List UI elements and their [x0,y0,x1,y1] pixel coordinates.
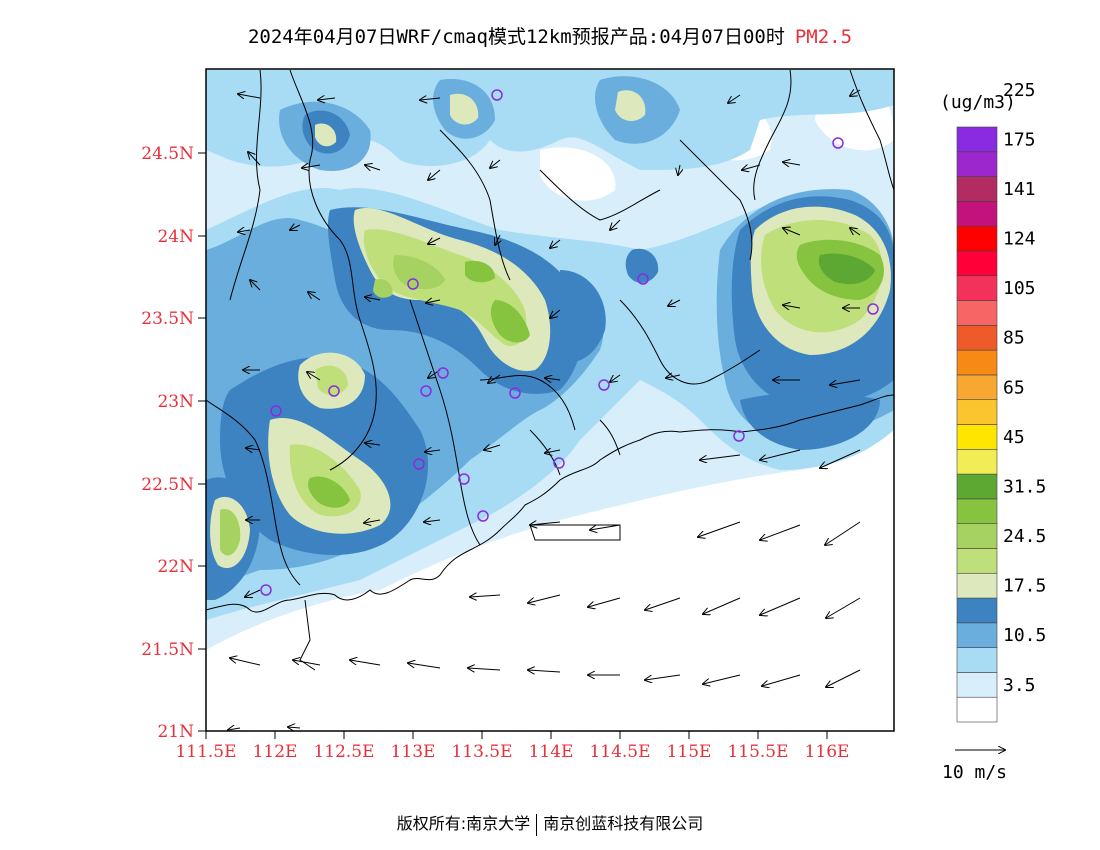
legend-color-box [956,548,998,574]
legend-color-box [956,399,998,425]
legend-color-box [956,696,998,723]
lon-label: 112.5E [313,742,374,762]
copyright-company: 南京创蓝科技有限公司 [543,814,704,833]
lat-label: 21N [157,722,194,742]
lat-label: 23.5N [141,309,194,329]
lon-label: 113.5E [451,742,512,762]
legend-color-box [956,374,998,401]
station-markers [260,89,879,596]
legend-unit: (ug/m3) [940,92,1016,113]
legend-color-box [956,572,998,599]
legend-label: 10.5 [1003,625,1046,646]
legend-colorbar [956,126,998,723]
legend-labels: 3.5 10.5 17.5 24.5 31.5 45 65 85 105 124 141 175 225 [1003,80,1046,696]
legend-color-box [956,225,998,252]
legend-color-box [956,647,998,673]
lon-label: 112E [253,742,298,762]
legend-label: 225 [1003,80,1036,101]
lat-labels: 21N 21.5N 22N 22.5N 23N 23.5N 24N 24.5N [141,144,194,742]
legend-color-box [956,151,998,177]
legend-label: 31.5 [1003,476,1046,497]
lon-label: 111.5E [175,742,236,762]
wind-vectors [228,90,861,730]
lat-label: 21.5N [141,640,194,660]
lon-label: 114E [529,742,574,762]
legend-color-box [956,176,998,202]
legend-color-box [956,424,998,450]
lon-label: 114.5E [589,742,650,762]
boundary-lines [206,69,894,671]
title-main: 2024年04月07日WRF/cmaq模式12km预报产品:04月07日00时 [247,26,785,48]
legend-color-box [956,498,998,524]
legend-label: 105 [1003,278,1036,299]
legend-label: 124 [1003,229,1036,250]
footer-divider [536,813,538,836]
legend-color-box [956,473,998,500]
wind-scale-label: 10 m/s [942,762,1007,783]
lon-label: 116E [805,742,850,762]
map-title: 2024年04月07日WRF/cmaq模式12km预报产品:04月07日00时 P… [0,22,1100,49]
map-frame [205,68,895,732]
legend-color-box [956,201,998,227]
lat-label: 24.5N [141,144,194,164]
legend-color-box [956,523,998,549]
legend-label: 24.5 [1003,526,1046,547]
legend-color-box [956,300,998,326]
lon-labels: 111.5E 112E 112.5E 113E 113.5E 114E 114.… [175,742,849,762]
lon-label: 115.5E [727,742,788,762]
lon-label: 115E [667,742,712,762]
copyright-owner: 版权所有:南京大学 [396,814,531,833]
lat-label: 22N [157,557,194,577]
legend-label: 85 [1003,328,1025,349]
legend-color-box [956,448,998,475]
legend-label: 3.5 [1003,675,1036,696]
legend-color-box [956,672,998,698]
legend-label: 175 [1003,129,1036,150]
legend-label: 65 [1003,377,1025,398]
legend-color-box [956,126,998,153]
legend-color-box [956,325,998,351]
legend-label: 141 [1003,179,1036,200]
copyright-footer: 版权所有:南京大学 南京创蓝科技有限公司 [0,810,1100,836]
legend-color-box [956,597,998,624]
axis-ticks [198,152,828,739]
lat-label: 23N [157,392,194,412]
legend-label: 17.5 [1003,576,1046,597]
legend-color-box [956,275,998,301]
legend-color-box [956,622,998,648]
lat-label: 22.5N [141,475,194,495]
legend-color-box [956,250,998,277]
lon-label: 113E [391,742,436,762]
lat-label: 24N [157,227,194,247]
legend-color-box [956,349,998,376]
title-variable: PM2.5 [794,26,853,48]
legend-label: 45 [1003,427,1025,448]
